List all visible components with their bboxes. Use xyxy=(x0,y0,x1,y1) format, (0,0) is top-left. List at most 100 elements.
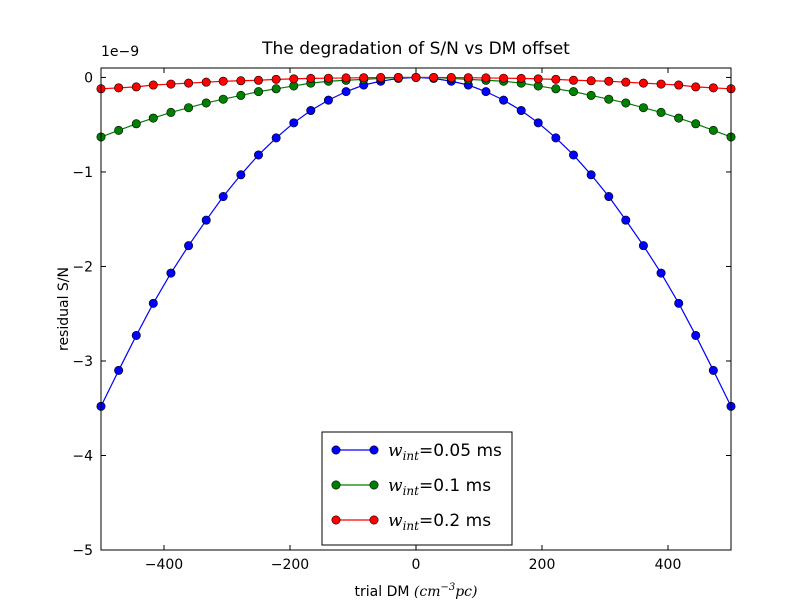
legend-marker-right-0 xyxy=(369,445,379,455)
data-point-1-9 xyxy=(254,87,264,97)
data-point-0-3 xyxy=(148,298,158,308)
data-point-0-5 xyxy=(184,241,194,251)
data-point-0-9 xyxy=(254,150,264,160)
legend-label-sub-1: int xyxy=(403,484,420,498)
y-scale-label: 1e−9 xyxy=(101,44,139,60)
data-point-1-1 xyxy=(114,125,124,135)
data-point-1-32 xyxy=(656,107,666,117)
data-point-1-6 xyxy=(201,98,211,108)
data-point-0-23 xyxy=(499,95,509,105)
series-line-0 xyxy=(100,76,732,407)
x-tick-label-2: 0 xyxy=(412,557,421,573)
data-point-1-29 xyxy=(604,94,614,104)
data-point-0-13 xyxy=(323,95,333,105)
data-point-0-6 xyxy=(201,215,211,225)
legend-marker-left-1 xyxy=(331,480,341,490)
data-point-2-26 xyxy=(551,74,561,84)
data-point-2-11 xyxy=(289,74,299,84)
data-point-0-14 xyxy=(341,87,351,97)
legend-label-2: wint=0.2 ms xyxy=(388,511,491,533)
data-point-2-1 xyxy=(114,83,124,93)
data-point-0-25 xyxy=(533,118,543,128)
data-point-2-20 xyxy=(446,73,456,83)
x-axis-label: trial DM (cm−3pc) xyxy=(355,582,478,600)
y-tick-label-0: 0 xyxy=(84,70,93,86)
legend-label-sub-0: int xyxy=(403,449,420,463)
data-point-2-34 xyxy=(691,82,701,92)
legend-label-name-0: =0.05 ms xyxy=(419,441,502,461)
data-point-2-16 xyxy=(376,73,386,83)
data-point-2-4 xyxy=(166,79,176,89)
data-point-1-30 xyxy=(621,98,631,108)
data-point-0-22 xyxy=(481,87,491,97)
legend-label-math-2: w xyxy=(388,511,403,531)
data-point-2-12 xyxy=(306,73,316,83)
y-tick-label-4: −4 xyxy=(72,448,93,464)
data-point-1-28 xyxy=(586,90,596,100)
data-point-2-3 xyxy=(148,80,158,90)
data-point-2-21 xyxy=(463,73,473,83)
plot-area xyxy=(96,72,736,411)
data-point-1-5 xyxy=(184,103,194,113)
legend-label-0: wint=0.05 ms xyxy=(388,441,502,463)
data-point-2-29 xyxy=(604,76,614,86)
data-point-0-28 xyxy=(586,170,596,180)
x-axis-label-text: trial DM xyxy=(355,584,414,600)
y-tick-label-2: −2 xyxy=(72,259,93,275)
data-point-2-6 xyxy=(201,77,211,87)
data-point-0-8 xyxy=(236,170,246,180)
legend-label-sub-2: int xyxy=(403,519,420,533)
data-point-2-31 xyxy=(638,78,648,88)
data-point-2-24 xyxy=(516,73,526,83)
data-point-0-34 xyxy=(691,330,701,340)
data-point-2-13 xyxy=(323,73,333,83)
data-point-0-32 xyxy=(656,268,666,278)
data-point-0-35 xyxy=(708,365,718,375)
legend-label-math-0: w xyxy=(388,441,403,461)
data-point-0-4 xyxy=(166,268,176,278)
data-point-2-9 xyxy=(254,75,264,85)
data-point-1-2 xyxy=(131,119,141,129)
data-point-2-8 xyxy=(236,76,246,86)
data-point-1-10 xyxy=(271,84,281,94)
data-point-1-33 xyxy=(674,113,684,123)
y-tick-label-3: −3 xyxy=(72,354,93,370)
data-point-0-31 xyxy=(638,241,648,251)
x-axis-label-unit-exponent: −3 xyxy=(440,582,455,593)
data-point-1-31 xyxy=(638,103,648,113)
data-point-1-4 xyxy=(166,107,176,117)
legend-marker-right-1 xyxy=(369,480,379,490)
data-point-2-35 xyxy=(708,83,718,93)
data-point-1-7 xyxy=(218,94,228,104)
chart-title: The degradation of S/N vs DM offset xyxy=(261,39,570,59)
data-point-2-14 xyxy=(341,73,351,83)
x-tick-label-3: 200 xyxy=(529,557,556,573)
data-point-2-30 xyxy=(621,77,631,87)
data-point-0-29 xyxy=(604,192,614,202)
data-point-0-33 xyxy=(674,298,684,308)
x-tick-label-0: −400 xyxy=(145,557,183,573)
data-point-2-23 xyxy=(499,73,509,83)
series-line-1 xyxy=(100,76,732,138)
series-0 xyxy=(96,72,736,411)
axes: −400 −200 0 200 400 0 −1 −2 −3 −4 −5 xyxy=(72,67,732,573)
data-point-0-1 xyxy=(114,365,124,375)
data-point-2-33 xyxy=(674,80,684,90)
series-2 xyxy=(96,72,736,94)
data-point-2-18 xyxy=(411,72,421,82)
data-point-2-15 xyxy=(359,73,369,83)
data-point-2-5 xyxy=(184,78,194,88)
data-point-0-27 xyxy=(568,150,578,160)
data-point-2-2 xyxy=(131,82,141,92)
data-point-0-7 xyxy=(218,192,228,202)
legend-box xyxy=(321,431,513,546)
data-point-2-17 xyxy=(393,72,403,82)
y-tick-label-5: −5 xyxy=(72,543,93,559)
legend-marker-left-0 xyxy=(331,445,341,455)
legend-label-name-2: =0.2 ms xyxy=(419,511,491,531)
data-point-2-28 xyxy=(586,76,596,86)
y-axis-label: residual S/N xyxy=(56,267,72,351)
data-point-0-24 xyxy=(516,106,526,116)
x-axis-label-unit-end: pc) xyxy=(455,584,477,600)
